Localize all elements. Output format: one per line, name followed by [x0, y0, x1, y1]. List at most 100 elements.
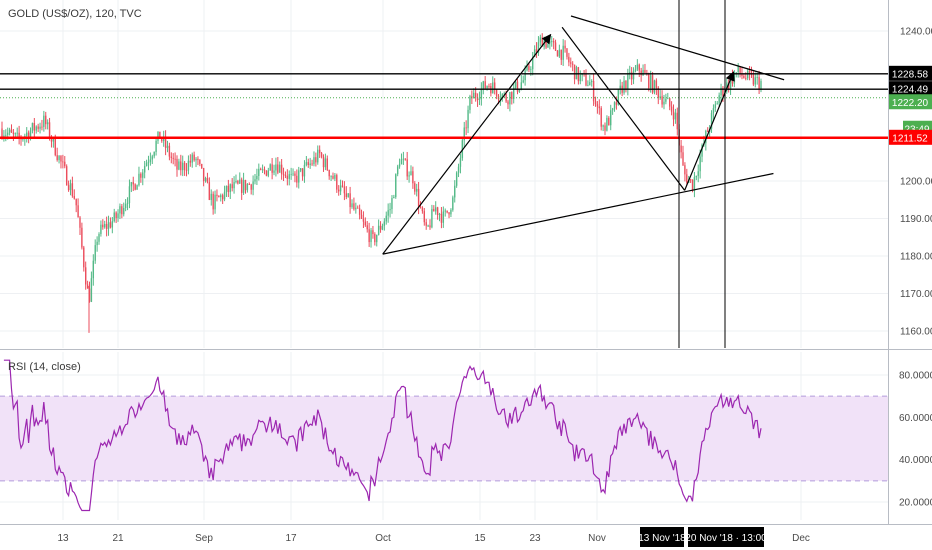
candle-body: [271, 164, 273, 173]
candle-body: [185, 169, 188, 171]
candle-body: [292, 173, 294, 175]
candle-body: [343, 186, 346, 194]
candle-body: [634, 69, 637, 72]
level-1228-tag: 1228.58: [892, 69, 929, 80]
candle-body: [113, 212, 115, 222]
time-tick-label: 15: [474, 533, 486, 544]
candle-body: [478, 98, 481, 100]
candle-body: [653, 80, 656, 93]
candle-body: [151, 156, 153, 160]
trendline[interactable]: [382, 33, 552, 255]
time-axis[interactable]: 13 21 Sep 17 Oct 15 23 Nov Dec: [57, 533, 809, 544]
candle-body: [159, 131, 161, 140]
candle-body: [117, 213, 119, 219]
candle-body: [90, 278, 93, 302]
candle-body: [299, 168, 302, 171]
candle-body: [5, 134, 7, 136]
candle-body: [176, 158, 178, 170]
rsi-panel: [0, 359, 888, 512]
candle-body: [741, 73, 743, 76]
candle-body: [220, 195, 222, 198]
candle-body: [452, 197, 454, 210]
candle-body: [419, 206, 422, 208]
candle-body: [164, 136, 167, 148]
candle-body: [37, 126, 39, 129]
candle-body: [229, 184, 231, 193]
candle-body: [357, 207, 359, 209]
candle-body: [528, 65, 530, 70]
candle-body: [495, 89, 498, 97]
candle-body: [280, 164, 283, 175]
candle-body: [313, 157, 315, 165]
candle-body: [663, 101, 665, 105]
candle-body: [360, 214, 363, 219]
trendline[interactable]: [561, 26, 686, 191]
candle-body: [748, 70, 751, 74]
candle-body: [537, 42, 540, 53]
rsi-tick-label: 40.0000: [899, 455, 932, 466]
candle-body: [128, 186, 131, 204]
candle-body: [539, 37, 542, 43]
trendline[interactable]: [382, 172, 774, 255]
candle-body: [393, 197, 395, 199]
candle-body: [623, 80, 625, 93]
candle-body: [615, 102, 618, 105]
candle-body: [642, 70, 644, 76]
candle-body: [400, 159, 403, 165]
candle-body: [412, 171, 414, 184]
trendline[interactable]: [570, 15, 785, 81]
candle-body: [52, 137, 55, 142]
candle-body: [277, 164, 279, 173]
candle-body: [592, 81, 595, 102]
time-tick-label: Oct: [375, 533, 391, 544]
candle-body: [147, 161, 150, 163]
rsi-axis[interactable]: 20.0000 40.0000 60.0000 80.0000: [899, 371, 932, 509]
candle-body: [398, 164, 401, 167]
candle-body: [714, 104, 717, 109]
candle-body: [410, 171, 412, 176]
candle-body: [100, 224, 102, 234]
candle-body: [153, 151, 155, 157]
candle-body: [385, 215, 387, 222]
candle-body: [408, 175, 410, 177]
current-price-tag-bg: [889, 94, 932, 110]
candle-body: [258, 168, 260, 176]
candle-body: [689, 179, 692, 181]
candle-body: [71, 183, 74, 197]
candle-body: [341, 185, 344, 187]
price-tick-label: 1240.00: [900, 27, 932, 38]
candle-body: [14, 133, 17, 135]
candle-body: [570, 62, 572, 64]
candle-body: [273, 170, 275, 173]
candle-body: [712, 108, 715, 113]
candle-body: [8, 129, 11, 133]
candle-body: [235, 181, 237, 183]
candle-body: [389, 209, 391, 211]
candle-body: [655, 80, 658, 88]
candle-body: [383, 221, 386, 226]
candle-body: [676, 112, 679, 130]
candle-body: [684, 165, 686, 175]
candle-body: [482, 81, 484, 89]
candle-body: [183, 162, 186, 170]
candle-body: [326, 158, 328, 171]
candle-body: [729, 76, 732, 89]
candle-body: [149, 159, 152, 162]
candle-body: [138, 173, 140, 186]
candle-body: [315, 157, 317, 163]
candle-body: [111, 221, 114, 228]
candle-body: [31, 122, 34, 131]
level-1228-tag-bg: [889, 65, 932, 81]
candle-body: [372, 230, 374, 235]
candle-body: [10, 129, 13, 133]
candle-body: [7, 132, 9, 135]
price-axis[interactable]: 1160.00 1170.00 1180.00 1190.00 1200.00 1240.…: [900, 27, 932, 338]
candle-body: [353, 203, 355, 210]
candle-body: [142, 172, 144, 178]
candle-body: [75, 198, 77, 206]
candle-body: [242, 179, 245, 193]
candle-body: [507, 101, 509, 105]
candle-body: [760, 81, 762, 90]
candle-body: [619, 85, 621, 90]
